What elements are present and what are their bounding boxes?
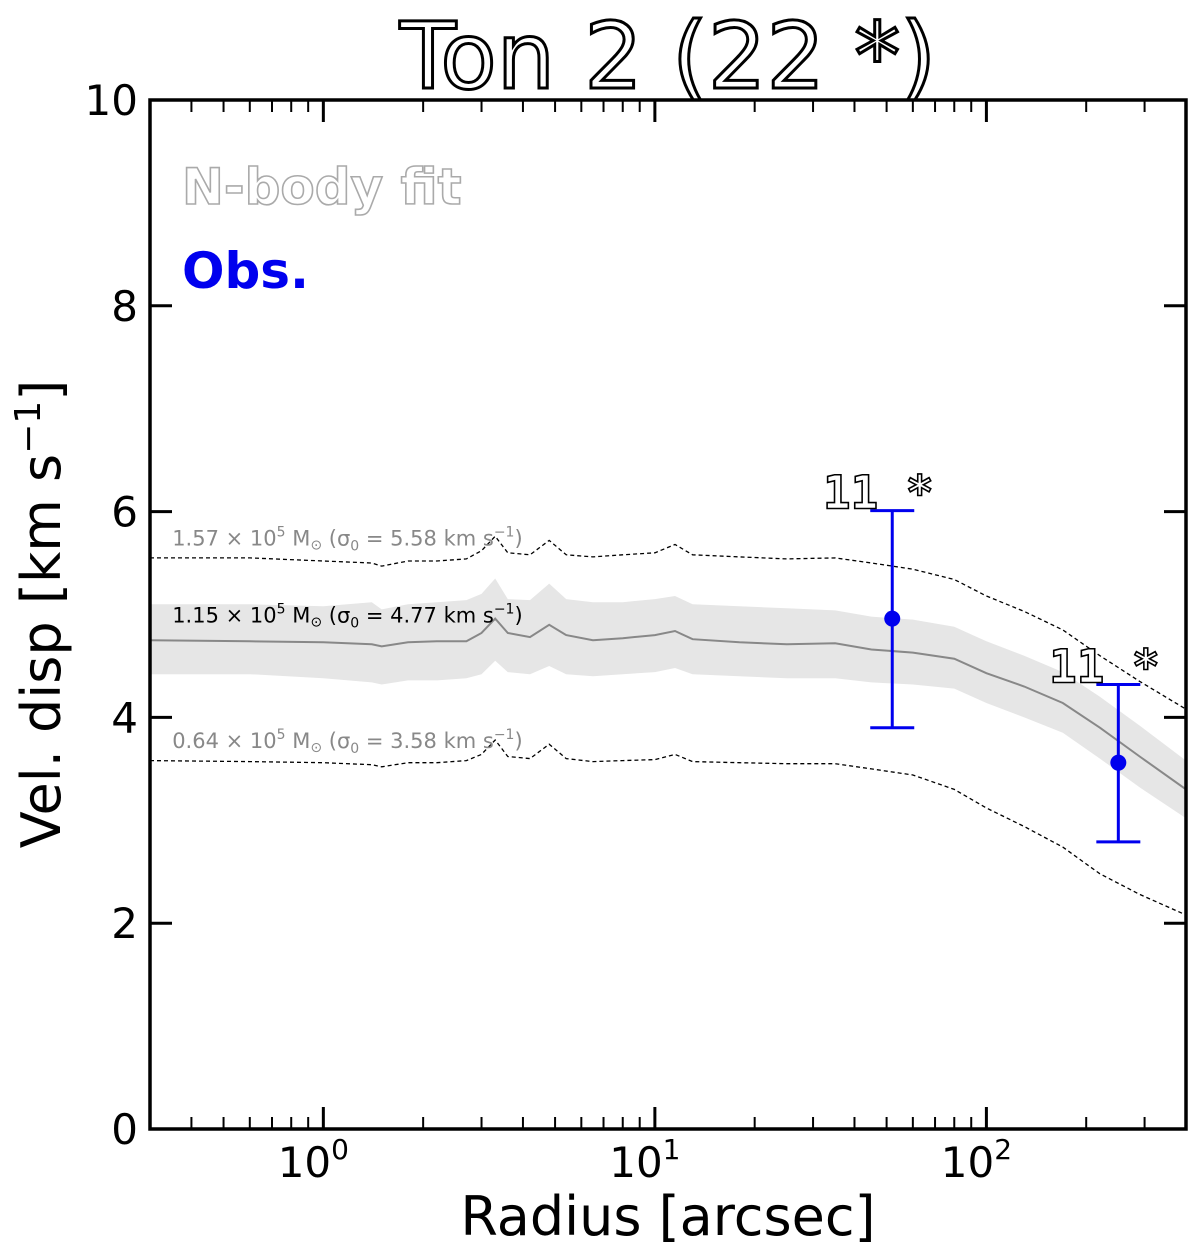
y-tick-label-8: 8 [111, 282, 138, 331]
y-tick-labels: 0 2 4 6 8 10 [85, 76, 138, 1154]
x-tick-labels: 100 101 102 [278, 1133, 1012, 1187]
plot-frame [148, 98, 1188, 1131]
curve-label-1: 1.15 × 105 M⊙ (σ0 = 4.77 km s−1) [172, 602, 522, 632]
upper-mass-model-dashed-line [150, 535, 1186, 710]
model-uncertainty-band [150, 578, 1186, 819]
best-fit-model-line [150, 617, 1186, 791]
legend-nbody-fit: N-body fit [182, 158, 462, 216]
obs-point-1 [1110, 754, 1127, 771]
y-tick-label-4: 4 [111, 693, 138, 742]
x-tick-label-0: 100 [278, 1133, 349, 1187]
x-tick-label-2: 102 [941, 1133, 1012, 1187]
y-axis-label: Vel. disp [km s−1] [8, 380, 73, 849]
chart-title: Ton 2 (22 *) [399, 3, 936, 110]
curve-label-2: 0.64 × 105 M⊙ (σ0 = 3.58 km s−1) [172, 727, 522, 757]
y-tick-label-2: 2 [111, 899, 138, 948]
obs-count-label-1: 11 * [1049, 639, 1160, 693]
lower-mass-model-dashed-line [150, 739, 1186, 916]
y-tick-label-6: 6 [111, 488, 138, 537]
obs-count-label-0: 11 * [823, 466, 934, 520]
curve-label-0: 1.57 × 105 M⊙ (σ0 = 5.58 km s−1) [172, 524, 522, 554]
y-tick-label-10: 10 [85, 76, 138, 125]
observation-points: 11 * 11 * [822, 465, 1161, 844]
x-tick-label-1: 101 [609, 1133, 680, 1187]
obs-point-0 [884, 610, 901, 627]
x-axis-label: Radius [arcsec] [460, 1185, 875, 1248]
legend-obs: Obs. [182, 242, 309, 300]
y-tick-label-0: 0 [111, 1105, 138, 1154]
legend: N-body fit Obs. [181, 157, 462, 300]
curve-annotations: 1.57 × 105 M⊙ (σ0 = 5.58 km s−1) 1.15 × 1… [172, 524, 522, 757]
